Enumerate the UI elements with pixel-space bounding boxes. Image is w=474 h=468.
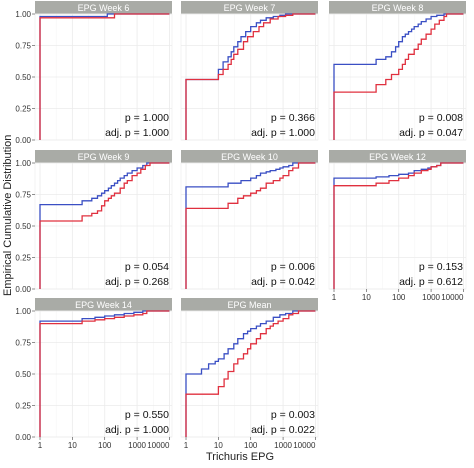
x-tick-label: 10000 [293, 441, 316, 450]
x-tick-label: 100 [392, 293, 406, 302]
panel-strip [35, 1, 172, 14]
y-tick-label: 0.50 [15, 73, 31, 82]
panel-6: EPG Week 12 1 10 100 1000 10000 p = 0.153 adj. … [328, 150, 467, 302]
y-tick-label: 0.00 [15, 136, 31, 145]
y-tick-label: 1.00 [15, 307, 31, 316]
x-axis-label: Trichuris EPG [205, 451, 275, 463]
y-tick-label: 1.00 [15, 10, 31, 19]
panel-5: EPG Week 10 p = 0.006 adj. p = 0.042 [180, 150, 319, 290]
y-tick-label: 0.50 [15, 370, 31, 379]
panel-strip [181, 1, 318, 14]
y-tick-label: 0.50 [15, 222, 31, 231]
adjusted-p-value-label: adj. p = 1.000 [251, 127, 315, 139]
ecdf-series-2 [39, 162, 170, 289]
adjusted-p-value-label: adj. p = 0.022 [251, 424, 315, 436]
panel-strip [181, 150, 318, 163]
x-tick-label: 1000 [274, 441, 292, 450]
panel-title: EPG Week 14 [75, 300, 132, 310]
ecdf-series-1 [333, 13, 464, 140]
ecdf-series-1 [185, 310, 316, 437]
ecdf-series-2 [333, 162, 464, 289]
x-tick-label: 10 [68, 441, 77, 450]
adjusted-p-value-label: adj. p = 0.612 [399, 276, 463, 288]
adjusted-p-value-label: adj. p = 0.047 [399, 127, 463, 139]
x-tick-label: 1 [332, 293, 337, 302]
x-tick-label: 1000 [128, 441, 146, 450]
panel-title: EPG Week 7 [224, 3, 276, 13]
x-tick-label: 10 [362, 293, 371, 302]
adjusted-p-value-label: adj. p = 0.268 [105, 276, 169, 288]
panel-strip [35, 298, 172, 311]
panel-title: EPG Week 8 [372, 3, 424, 13]
y-tick-label: 0.75 [15, 339, 31, 348]
p-value-label: p = 0.366 [271, 112, 315, 124]
ecdf-series-2 [185, 13, 316, 140]
panel-7: EPG Week 14 0.00 0.25 0.50 0.75 1.00 1 10 100 100… [15, 298, 173, 450]
ecdf-series-1 [185, 162, 316, 289]
ecdf-series-2 [333, 13, 464, 140]
adjusted-p-value-label: adj. p = 0.042 [251, 276, 315, 288]
y-tick-label: 0.25 [15, 254, 31, 263]
x-tick-label: 1000 [422, 293, 440, 302]
x-tick-label: 10 [214, 441, 223, 450]
x-tick-label: 1 [184, 441, 189, 450]
ecdf-series-1 [39, 162, 170, 289]
panel-title: EPG Mean [227, 300, 271, 310]
x-tick-label: 1 [38, 441, 43, 450]
panel-title: EPG Week 12 [369, 152, 426, 162]
y-tick-label: 0.75 [15, 191, 31, 200]
panel-8: EPG Mean 1 10 100 1000 10000 p = 0.003 adj. p =… [180, 298, 319, 450]
y-tick-label: 0.75 [15, 42, 31, 51]
panel-strip [329, 1, 466, 14]
p-value-label: p = 1.000 [125, 112, 169, 124]
y-tick-label: 0.25 [15, 105, 31, 114]
panel-2: EPG Week 7 p = 0.366 adj. p = 1.000 [180, 1, 319, 141]
panel-title: EPG Week 10 [221, 152, 278, 162]
panel-strip [35, 150, 172, 163]
panel-title: EPG Week 6 [78, 3, 130, 13]
panel-4: EPG Week 9 0.00 0.25 0.50 0.75 1.00 p = 0.054 a… [15, 150, 173, 294]
panel-strip [329, 150, 466, 163]
panel-1: EPG Week 6 0.00 0.25 0.50 0.75 1.00 p = 1.000 a… [15, 1, 173, 145]
panel-3: EPG Week 8 p = 0.008 adj. p = 0.047 [328, 1, 467, 141]
y-tick-label: 0.25 [15, 402, 31, 411]
ecdf-series-2 [185, 162, 316, 289]
panel-title: EPG Week 9 [78, 152, 130, 162]
x-tick-label: 100 [98, 441, 112, 450]
ecdf-series-2 [39, 13, 170, 140]
ecdf-series-2 [39, 310, 170, 437]
adjusted-p-value-label: adj. p = 1.000 [105, 424, 169, 436]
p-value-label: p = 0.054 [125, 261, 169, 273]
p-value-label: p = 0.550 [125, 409, 169, 421]
y-tick-label: 0.00 [15, 285, 31, 294]
panel-strip [181, 298, 318, 311]
ecdf-series-2 [185, 310, 316, 437]
y-tick-label: 1.00 [15, 159, 31, 168]
y-tick-label: 0.00 [15, 433, 31, 442]
y-axis-label: Empirical Cumulative Distribution [2, 134, 14, 296]
x-tick-label: 10000 [441, 293, 464, 302]
x-tick-label: 100 [244, 441, 258, 450]
ecdf-series-1 [39, 310, 170, 437]
adjusted-p-value-label: adj. p = 1.000 [105, 127, 169, 139]
p-value-label: p = 0.003 [271, 409, 315, 421]
ecdf-series-1 [185, 13, 316, 140]
x-tick-label: 10000 [147, 441, 170, 450]
p-value-label: p = 0.153 [419, 261, 463, 273]
p-value-label: p = 0.006 [271, 261, 315, 273]
p-value-label: p = 0.008 [419, 112, 463, 124]
